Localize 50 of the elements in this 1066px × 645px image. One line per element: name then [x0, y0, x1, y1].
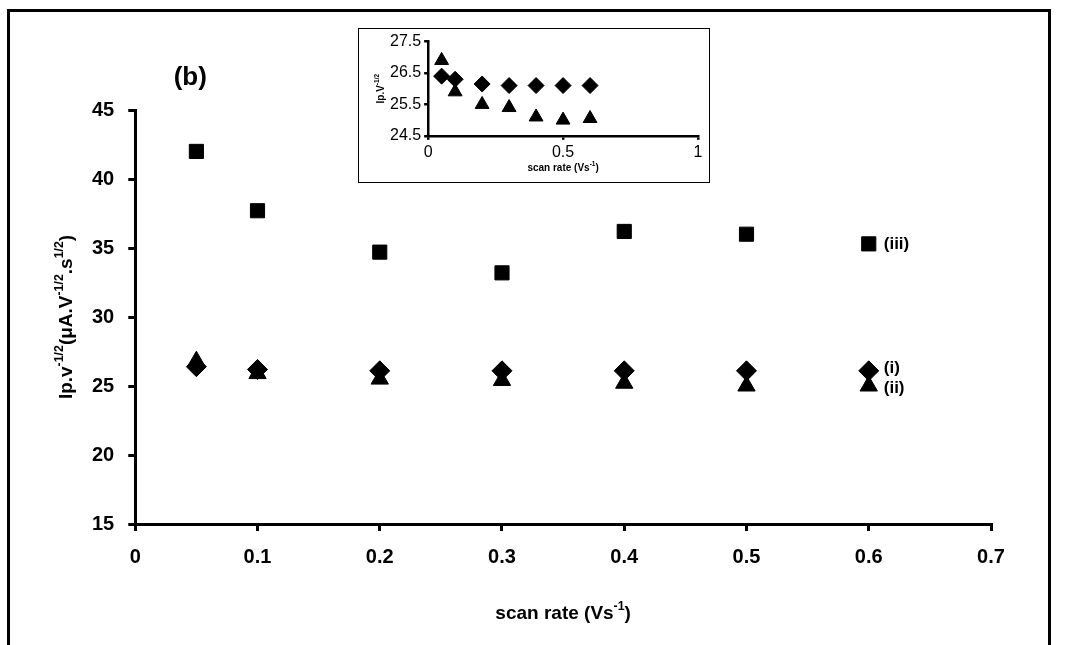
- y-tick-label: 24.5: [390, 126, 422, 144]
- point: [738, 226, 755, 242]
- y-tick-label: 45: [92, 97, 115, 120]
- y-tick-label: 35: [92, 235, 115, 258]
- x-tick-label: 1: [693, 142, 703, 160]
- x-tick-label: 0.5: [732, 544, 761, 567]
- point: [473, 75, 491, 93]
- point: [582, 110, 598, 124]
- point: [372, 244, 388, 260]
- y-tick-label: 27.5: [390, 32, 422, 50]
- point: [858, 360, 880, 382]
- point: [187, 350, 206, 367]
- x-tick-label: 0.6: [854, 544, 883, 567]
- y-tick-label: 40: [92, 166, 115, 189]
- y-tick-label: 30: [92, 304, 115, 327]
- point: [446, 70, 464, 88]
- y-tick-label: 25.5: [390, 94, 422, 112]
- x-tick-label: 0.4: [610, 544, 640, 567]
- x-tick-label: 0: [423, 142, 433, 160]
- y-tick-label: 20: [92, 442, 115, 465]
- point: [616, 223, 632, 240]
- series-label: (ii): [883, 378, 905, 398]
- point: [249, 203, 266, 219]
- x-tick-label: 0.5: [551, 142, 575, 160]
- point: [447, 83, 463, 97]
- y-tick-label: 15: [92, 511, 115, 534]
- point: [861, 236, 877, 252]
- x-tick-label: 0.1: [243, 544, 272, 567]
- x-tick-label: 0.3: [488, 544, 516, 567]
- series-label: (iii): [883, 233, 910, 253]
- chart-title: (b): [173, 61, 207, 92]
- x-tick-label: 0.2: [365, 544, 394, 567]
- point: [528, 108, 544, 122]
- point: [501, 99, 517, 113]
- point: [188, 143, 204, 159]
- point: [500, 77, 518, 95]
- series-label: (i): [883, 358, 900, 378]
- x-tick-label: 0.7: [977, 544, 1005, 567]
- point: [474, 95, 490, 109]
- point: [736, 360, 757, 382]
- point: [494, 265, 510, 281]
- point: [433, 67, 451, 85]
- point: [555, 111, 571, 125]
- point: [527, 77, 545, 95]
- point: [581, 77, 599, 95]
- y-tick-label: 26.5: [390, 63, 422, 81]
- y-axis-title: Ip.v-1/2(μA.V-1/2.s1/2): [52, 234, 77, 400]
- y-tick-label: 25: [92, 373, 115, 396]
- x-tick-label: 0: [129, 544, 141, 567]
- point: [554, 77, 572, 95]
